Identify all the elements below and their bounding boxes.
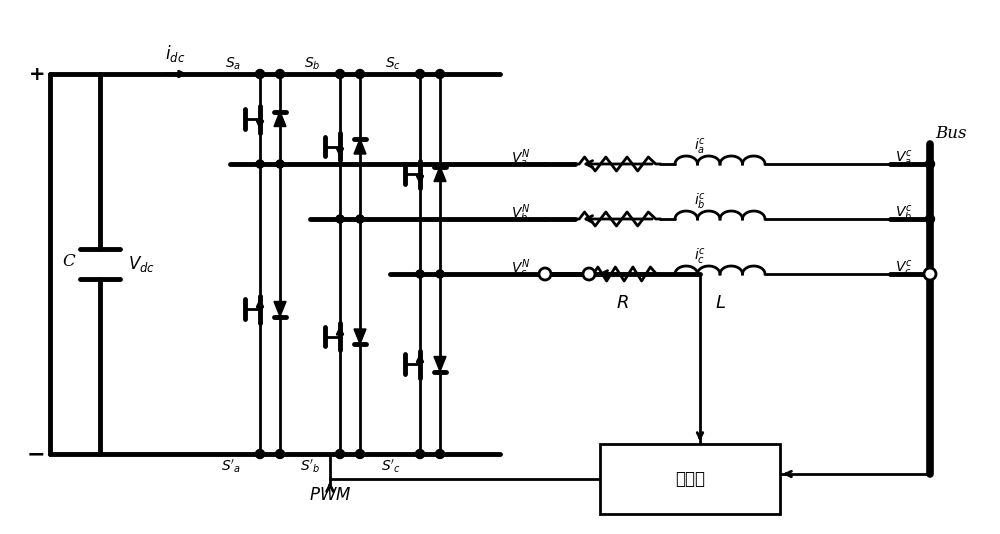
Circle shape [276, 160, 284, 168]
Polygon shape [354, 329, 366, 344]
Text: $i_a^c$: $i_a^c$ [694, 137, 706, 157]
Circle shape [276, 69, 285, 78]
Text: $PWM$: $PWM$ [309, 487, 351, 504]
Polygon shape [354, 139, 366, 154]
Text: $R$: $R$ [616, 294, 629, 312]
Circle shape [539, 268, 551, 280]
Circle shape [583, 268, 595, 280]
Text: $V_{dc}$: $V_{dc}$ [128, 254, 155, 274]
Polygon shape [274, 302, 286, 317]
Circle shape [356, 215, 364, 223]
Circle shape [356, 69, 364, 78]
Circle shape [256, 450, 264, 459]
Text: $V_c^N$: $V_c^N$ [511, 258, 530, 280]
Circle shape [416, 69, 424, 78]
Text: $S_b$: $S_b$ [304, 56, 321, 72]
Text: $S_a$: $S_a$ [225, 56, 241, 72]
Polygon shape [274, 112, 286, 127]
Text: $i_c^c$: $i_c^c$ [694, 247, 706, 267]
Circle shape [336, 69, 344, 78]
Circle shape [436, 450, 444, 459]
Polygon shape [434, 357, 446, 372]
Text: $S'_a$: $S'_a$ [221, 457, 241, 475]
Circle shape [256, 69, 264, 78]
Circle shape [416, 450, 424, 459]
Circle shape [336, 215, 344, 223]
Text: $S_c$: $S_c$ [385, 56, 401, 72]
Bar [600, 444, 780, 514]
Circle shape [436, 69, 444, 78]
Polygon shape [434, 167, 446, 182]
Circle shape [436, 270, 444, 278]
Text: $S'_c$: $S'_c$ [381, 457, 401, 475]
Text: Bus: Bus [935, 125, 966, 143]
Text: −: − [26, 444, 45, 464]
Text: $V_b^N$: $V_b^N$ [511, 203, 530, 225]
Text: $L$: $L$ [715, 294, 725, 312]
Text: $i_b^c$: $i_b^c$ [694, 192, 706, 212]
Circle shape [416, 270, 424, 278]
Circle shape [926, 215, 934, 224]
Text: +: + [28, 65, 45, 83]
Text: 控制器: 控制器 [675, 470, 705, 488]
Text: $V_a^c$: $V_a^c$ [895, 149, 913, 169]
Circle shape [276, 450, 285, 459]
Text: C: C [62, 253, 75, 270]
Text: $V_a^N$: $V_a^N$ [511, 148, 530, 170]
Text: $V_b^c$: $V_b^c$ [895, 204, 913, 224]
Circle shape [924, 268, 936, 280]
Circle shape [926, 160, 934, 169]
Text: $S'_b$: $S'_b$ [300, 457, 321, 475]
Circle shape [356, 450, 364, 459]
Text: $i_{dc}$: $i_{dc}$ [165, 43, 185, 64]
Circle shape [336, 450, 344, 459]
Text: $V_c^c$: $V_c^c$ [895, 259, 913, 279]
Circle shape [256, 160, 264, 168]
